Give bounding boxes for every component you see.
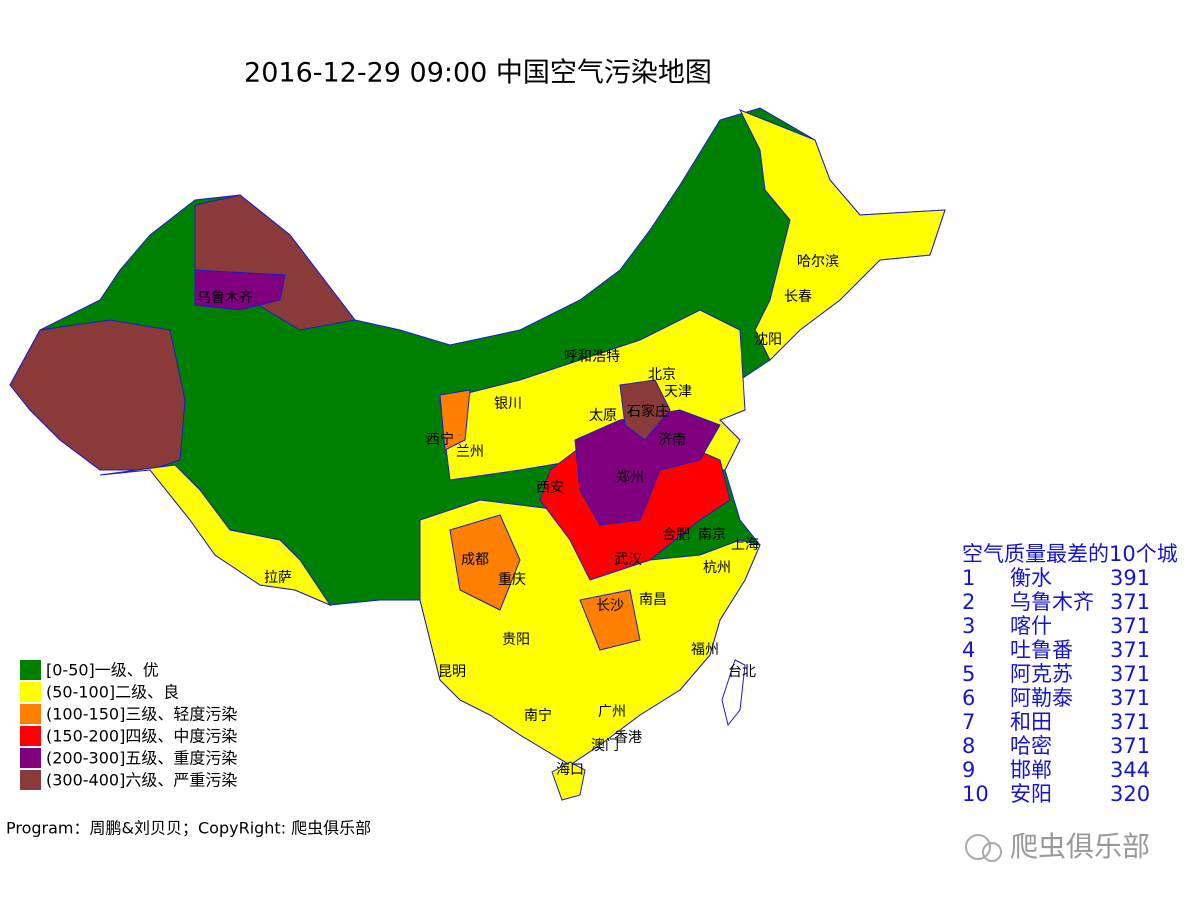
region-good	[99, 464, 332, 607]
city-label: 台北	[728, 664, 756, 680]
legend: [0-50]一级、优 (50-100]二级、良 (100-150]三级、轻度污染 (1…	[20, 660, 237, 790]
city-label: 西安	[536, 480, 564, 496]
footer: Program：周鹏&刘贝贝；CopyRight: 爬虫俱乐部	[6, 819, 371, 838]
rank-city: 阿勒泰	[1010, 686, 1073, 710]
city-label: 香港	[614, 730, 642, 746]
ranking: 空气质量最差的10个城 1 衡水 391 2 乌鲁木齐 371 3 喀什 371 4 吐鲁番 371 5…	[962, 542, 1178, 806]
rank-aqi: 371	[1110, 638, 1150, 662]
region-good	[738, 109, 946, 361]
city-label: 长春	[784, 289, 812, 305]
city-label: 南宁	[524, 707, 552, 724]
city-label: 西宁	[426, 431, 454, 448]
city-label: 上海	[731, 537, 759, 553]
city-label: 澳门	[591, 738, 619, 754]
city-label: 昆明	[438, 664, 466, 680]
city-label: 南昌	[639, 592, 667, 608]
city-label: 南京	[698, 527, 726, 543]
rank-city: 衡水	[1010, 566, 1052, 590]
rank-number: 5	[962, 662, 975, 686]
rank-aqi: 371	[1110, 590, 1150, 614]
legend-swatch	[20, 682, 41, 702]
rank-city: 乌鲁木齐	[1010, 590, 1094, 614]
city-label: 银川	[494, 396, 522, 412]
rank-aqi: 391	[1110, 566, 1150, 590]
legend-swatch	[20, 748, 41, 768]
legend-label: [0-50]一级、优	[46, 661, 159, 680]
rank-city: 安阳	[1010, 782, 1052, 806]
region-severe	[619, 379, 671, 441]
rank-number: 4	[962, 638, 975, 662]
region-heavy	[194, 269, 286, 311]
legend-label: (50-100]二级、良	[46, 683, 179, 702]
rank-number: 3	[962, 614, 975, 638]
rank-aqi: 320	[1110, 782, 1150, 806]
rank-city: 哈密	[1010, 734, 1052, 758]
city-label: 乌鲁木齐	[197, 290, 253, 306]
rank-aqi: 371	[1110, 686, 1150, 710]
china-map	[9, 107, 946, 801]
rank-aqi: 344	[1110, 758, 1150, 782]
region-light	[579, 589, 641, 651]
city-label: 拉萨	[264, 570, 292, 586]
rank-aqi: 371	[1110, 734, 1150, 758]
region-light	[439, 389, 471, 451]
ranking-title: 空气质量最差的10个城	[962, 542, 1178, 566]
rank-number: 6	[962, 686, 975, 710]
rank-city: 和田	[1010, 710, 1052, 734]
watermark-icon	[965, 834, 991, 860]
rank-city: 喀什	[1010, 614, 1052, 638]
city-label: 济南	[658, 432, 686, 448]
region-severe	[9, 319, 186, 471]
rank-aqi: 371	[1110, 710, 1150, 734]
city-label: 贵阳	[502, 632, 530, 648]
city-label: 天津	[664, 384, 692, 400]
city-label: 海口	[556, 762, 584, 778]
region-light	[449, 514, 521, 611]
city-label: 郑州	[616, 470, 644, 486]
rank-number: 7	[962, 710, 975, 734]
rank-aqi: 371	[1110, 662, 1150, 686]
city-label: 北京	[648, 367, 676, 383]
city-label: 重庆	[498, 572, 526, 588]
legend-label: (300-400]六级、严重污染	[46, 771, 237, 790]
city-label: 武汉	[614, 552, 642, 568]
rank-number: 2	[962, 590, 975, 614]
taiwan	[721, 659, 746, 727]
city-label: 兰州	[456, 444, 484, 460]
city-label: 沈阳	[754, 332, 782, 348]
hainan	[551, 761, 586, 801]
rank-number: 9	[962, 758, 975, 782]
watermark: 爬虫俱乐部	[1010, 830, 1150, 863]
city-label: 太原	[589, 408, 617, 424]
city-label: 哈尔滨	[797, 254, 839, 270]
watermark-icon	[982, 842, 1002, 862]
city-label: 合肥	[662, 527, 690, 543]
city-label: 呼和浩特	[564, 349, 620, 365]
city-label: 杭州	[703, 560, 731, 576]
legend-label: (100-150]三级、轻度污染	[46, 705, 237, 724]
city-label: 成都	[461, 552, 489, 568]
rank-city: 吐鲁番	[1010, 638, 1073, 662]
rank-number: 8	[962, 734, 975, 758]
rank-number: 1	[962, 566, 975, 590]
legend-label: (150-200]四级、中度污染	[46, 727, 237, 746]
legend-swatch	[20, 660, 41, 680]
city-label: 广州	[598, 704, 626, 720]
rank-number: 10	[962, 782, 989, 806]
legend-label: (200-300]五级、重度污染	[46, 749, 237, 768]
city-label: 石家庄	[627, 403, 669, 420]
map-title: 2016-12-29 09:00 中国空气污染地图	[244, 58, 712, 89]
legend-swatch	[20, 704, 41, 724]
city-label: 长沙	[596, 598, 624, 614]
city-label: 福州	[691, 642, 719, 658]
legend-swatch	[20, 770, 41, 790]
legend-swatch	[20, 726, 41, 746]
rank-city: 邯郸	[1010, 758, 1052, 782]
rank-aqi: 371	[1110, 614, 1150, 638]
rank-city: 阿克苏	[1010, 662, 1073, 686]
